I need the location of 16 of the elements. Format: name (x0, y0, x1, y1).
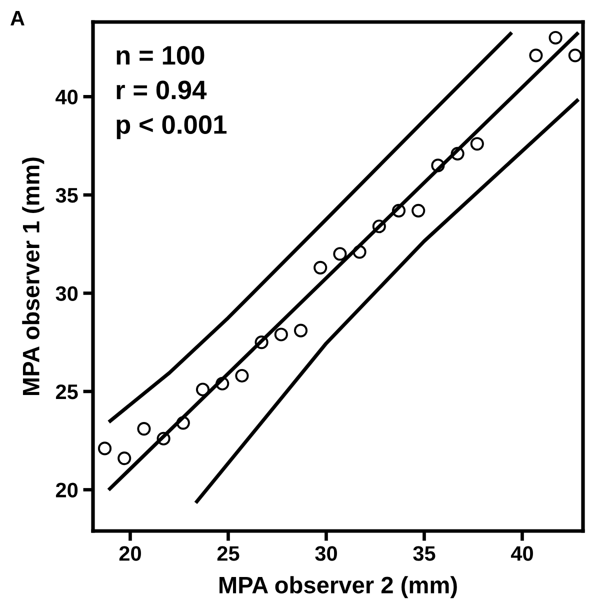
x-tick-label: 30 (315, 546, 337, 561)
x-tick-label: 25 (217, 546, 240, 561)
annotation: n = 100 (116, 46, 204, 65)
y-tick-label: 35 (56, 188, 78, 203)
y-tick-label: 25 (56, 384, 78, 400)
y-tick-label: 40 (56, 90, 78, 104)
x-axis-title: MPA observer 2 (mm) (220, 576, 457, 598)
y-tick-label: 30 (56, 286, 78, 301)
y-axis-title: MPA observer 1 (mm) (22, 158, 44, 395)
y-tick-label: 20 (56, 482, 78, 498)
x-tick-label: 35 (413, 546, 436, 561)
annotation: r = 0.94 (116, 80, 207, 100)
x-tick-label: 20 (119, 546, 141, 561)
annotation: p < 0.001 (116, 115, 227, 140)
text: A (10, 11, 24, 26)
x-tick-label: 40 (510, 546, 533, 561)
